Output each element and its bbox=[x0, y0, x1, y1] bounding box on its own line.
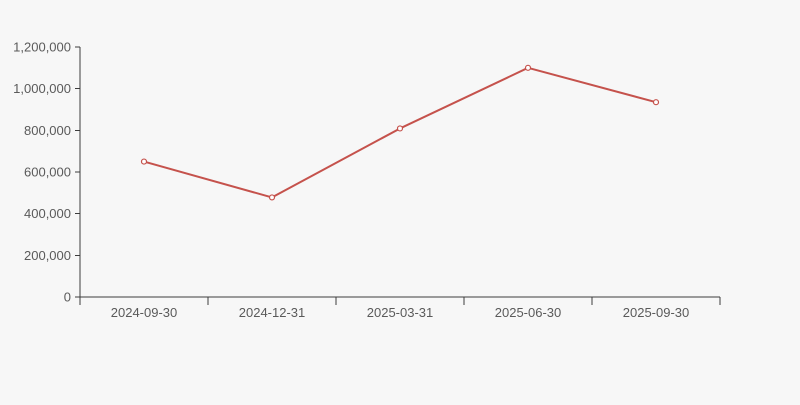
x-axis-tick-label: 2024-12-31 bbox=[239, 305, 306, 320]
y-axis-tick-label: 800,000 bbox=[24, 123, 71, 138]
data-point-marker[interactable] bbox=[268, 194, 276, 201]
y-axis-tick-label: 600,000 bbox=[24, 165, 71, 180]
y-axis-tick-label: 0 bbox=[64, 290, 71, 305]
data-point-marker[interactable] bbox=[140, 158, 148, 165]
y-axis-tick-label: 200,000 bbox=[24, 248, 71, 263]
y-axis-tick-label: 1,000,000 bbox=[13, 81, 71, 96]
x-axis-tick-label: 2025-03-31 bbox=[367, 305, 434, 320]
data-point-marker[interactable] bbox=[652, 99, 660, 106]
x-axis-tick-label: 2024-09-30 bbox=[111, 305, 178, 320]
x-axis-tick-label: 2025-06-30 bbox=[495, 305, 562, 320]
data-point-marker[interactable] bbox=[396, 125, 404, 132]
y-axis-tick-label: 1,200,000 bbox=[13, 40, 71, 55]
x-axis-tick-label: 2025-09-30 bbox=[623, 305, 690, 320]
line-series bbox=[143, 66, 657, 199]
y-axis-tick-label: 400,000 bbox=[24, 206, 71, 221]
data-point-marker[interactable] bbox=[524, 64, 532, 71]
